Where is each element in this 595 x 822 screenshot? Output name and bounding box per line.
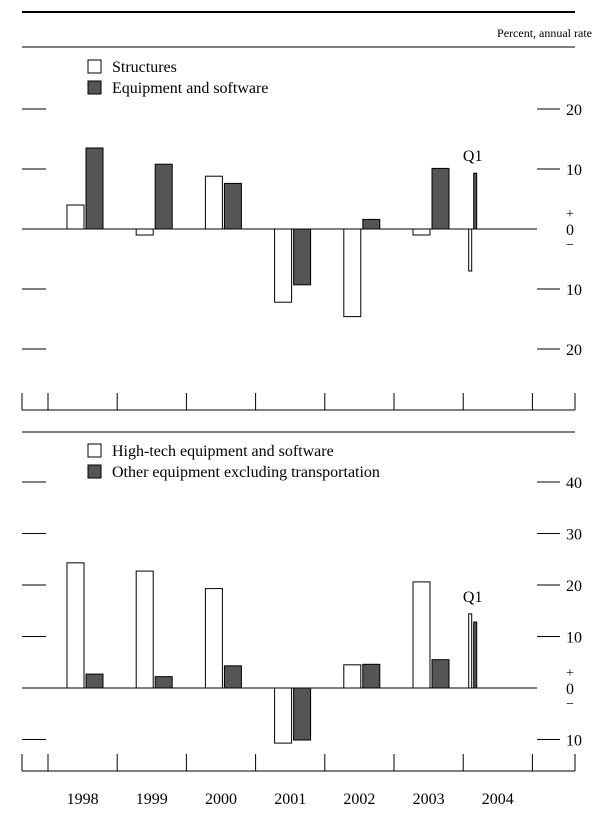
panel2-bar-2003-1 (412, 581, 431, 689)
panel1-q1-annotation: Q1 (463, 148, 483, 165)
panel2-bar-2002-2 (362, 663, 381, 689)
panel2-y-tick-label: 20 (566, 578, 582, 595)
panel1-bar-2002-1 (343, 228, 362, 318)
panel2-bar-1998-2 (85, 673, 104, 689)
panel2-zero-plus: + (566, 666, 574, 681)
panel1-zero-minus: − (566, 238, 574, 253)
panel2-zero-minus: − (566, 697, 574, 712)
panel1-bar-2003-2 (431, 167, 450, 230)
panel2-bar-2001-1 (274, 687, 293, 744)
panel2-y-tick-label: 40 (566, 475, 582, 492)
panel1-bar-1998-1 (66, 204, 85, 230)
unit-label: Percent, annual rate (497, 26, 592, 40)
panel1-legend-label-2: Equipment and software (112, 80, 268, 97)
panel2-bar-2001-2 (293, 687, 312, 741)
panel1-bar-2004-2 (473, 172, 478, 230)
panel1-bar-2004-1 (468, 228, 473, 272)
panel1-y-tick-label: 10 (566, 282, 582, 299)
panel2-bar-2000-1 (204, 588, 223, 689)
panel1-bar-2001-2 (293, 228, 312, 286)
panel1-y-tick-label: 20 (566, 102, 582, 119)
panel1-bar-2002-2 (362, 218, 381, 230)
panel1-bar-2001-1 (274, 228, 293, 303)
panel2-legend-swatch-2 (87, 464, 102, 479)
panel2-bar-1998-1 (66, 562, 85, 689)
panel2-bar-2002-1 (343, 664, 362, 689)
panel2-zero-label: 0 (566, 681, 574, 698)
panel2-legend-label-2: Other equipment excluding transportation (112, 464, 380, 481)
panel2-bar-2003-2 (431, 659, 450, 689)
panel1-bar-1999-2 (154, 163, 173, 230)
panel1-legend-swatch-2 (87, 80, 102, 95)
panel2-bar-2004-2 (473, 621, 478, 689)
panel1-zero-label: 0 (566, 222, 574, 239)
panel1-bar-1999-1 (135, 228, 154, 236)
panel2-bar-2000-2 (223, 665, 242, 689)
panel1-bar-2000-1 (204, 175, 223, 230)
panel1-zero-plus: + (566, 207, 574, 222)
panel2-q1-annotation: Q1 (463, 589, 483, 606)
panel2-bar-2004-1 (468, 613, 473, 689)
panel2-bar-1999-2 (154, 676, 173, 689)
x-tick-label-2002: 2002 (343, 791, 375, 808)
x-tick-label-2003: 2003 (413, 791, 445, 808)
panel1-legend-swatch-1 (87, 59, 102, 74)
panel2-bar-1999-1 (135, 570, 154, 689)
panel1-bar-2000-2 (223, 182, 242, 230)
panel2-y-tick-label: 10 (566, 630, 582, 647)
x-tick-label-1998: 1998 (67, 791, 99, 808)
panel1-legend-label-1: Structures (112, 59, 177, 76)
panel2-legend-swatch-1 (87, 443, 102, 458)
panel1-bar-2003-1 (412, 228, 431, 236)
x-tick-label-2004: 2004 (482, 791, 514, 808)
panel1-bar-1998-2 (85, 147, 104, 230)
panel1-y-tick-label: 10 (566, 162, 582, 179)
x-tick-label-2001: 2001 (274, 791, 306, 808)
panel1-y-tick-label: 20 (566, 342, 582, 359)
panel2-y-tick-label: 10 (566, 733, 582, 750)
panel2-y-tick-label: 30 (566, 527, 582, 544)
panel2-legend-label-1: High-tech equipment and software (112, 443, 334, 460)
x-tick-label-1999: 1999 (136, 791, 168, 808)
x-tick-label-2000: 2000 (205, 791, 237, 808)
